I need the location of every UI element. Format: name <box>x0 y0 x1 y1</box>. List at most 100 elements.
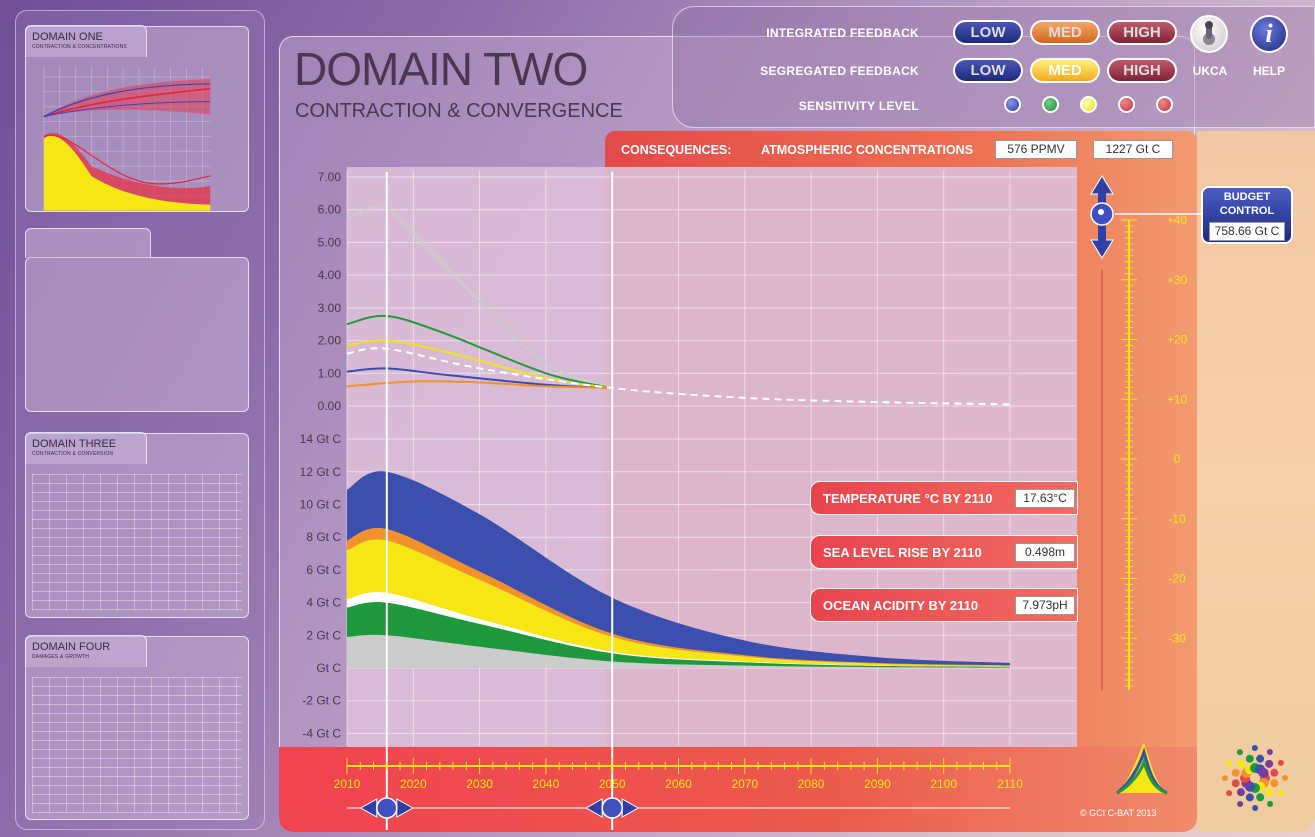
integrated-low-button[interactable]: LOW <box>953 20 1023 45</box>
integrated-high-button[interactable]: HIGH <box>1107 20 1177 45</box>
domain-one-title: DOMAIN ONE <box>32 31 103 43</box>
sensitivity-dot-2[interactable] <box>1042 96 1059 113</box>
stack-area-4 <box>347 539 1010 667</box>
sea-level-card: SEA LEVEL RISE BY 2110 0.498m <box>810 535 1078 569</box>
help-button[interactable]: i <box>1250 15 1288 53</box>
emblem-dot <box>1225 760 1232 767</box>
y-tick-label: Gt C <box>316 661 341 675</box>
emblem-dot <box>1256 793 1265 802</box>
y-tick-label: -2 Gt C <box>302 694 341 708</box>
emblem-dot <box>1237 801 1244 808</box>
x-tick-label: 2020 <box>400 777 427 791</box>
budget-slider-handle[interactable] <box>1090 175 1114 259</box>
ocean-acidity-value: 7.973pH <box>1015 596 1075 615</box>
domain-one-folder[interactable]: DOMAIN ONE CONTRACTION & CONCENTRATIONS <box>25 25 249 212</box>
y-tick-label: 7.00 <box>318 170 342 184</box>
y-tick-label: 1.00 <box>318 366 342 380</box>
arrow-right-icon <box>621 798 640 818</box>
stack-area-3 <box>347 592 1010 667</box>
x-tick-label: 2040 <box>533 777 560 791</box>
emblem-dot <box>1252 804 1259 811</box>
emblem-dot <box>1245 754 1254 763</box>
segregated-low-button[interactable]: LOW <box>953 58 1023 83</box>
temperature-card: TEMPERATURE °C BY 2110 17.63°C <box>810 481 1078 515</box>
budget-control[interactable]: BUDGET CONTROL 758.66 Gt C <box>1201 186 1293 244</box>
c-bat-logo <box>1116 743 1168 795</box>
domain-one-tab[interactable] <box>25 25 147 57</box>
emblem-dot <box>1222 775 1229 782</box>
domain-two-folder[interactable] <box>25 228 249 412</box>
sea-level-value: 0.498m <box>1015 543 1075 562</box>
domain-three-tab[interactable] <box>25 432 147 464</box>
emblem-dot <box>1281 774 1288 781</box>
y-tick-label: 8 Gt C <box>306 530 341 544</box>
help-label: HELP <box>1252 64 1285 78</box>
emblem-dot <box>1258 768 1269 778</box>
timeline-slider-handle[interactable] <box>359 797 414 819</box>
handle-knob <box>601 797 623 819</box>
emblem-dot <box>1256 754 1265 763</box>
domain-one-thumbnail <box>43 67 211 211</box>
emblem-dot <box>1266 748 1273 755</box>
ocean-acidity-label: OCEAN ACIDITY BY 2110 <box>823 598 979 613</box>
budget-slider[interactable]: +40+30+20+100-10-20-30-40 <box>1085 170 1205 690</box>
series-line-5 <box>346 380 613 390</box>
budget-scale-label: -30 <box>1168 631 1186 645</box>
emblem-dot <box>1231 779 1240 788</box>
integrated-med-button[interactable]: MED <box>1030 20 1100 45</box>
domain-four-tab[interactable] <box>25 635 147 667</box>
x-tick-label: 2080 <box>798 777 825 791</box>
ukca-toggle-button[interactable] <box>1190 15 1228 53</box>
ukca-label: UKCA <box>1192 64 1228 78</box>
sensitivity-level-label: SENSITIVITY LEVEL <box>798 99 919 113</box>
y-tick-label: 4.00 <box>318 268 342 282</box>
emblem-dot <box>1270 779 1279 788</box>
series-line-2 <box>346 314 613 389</box>
emblem-dot <box>1270 768 1279 777</box>
emblem-dot <box>1236 759 1245 768</box>
sensitivity-dot-3[interactable] <box>1080 96 1097 113</box>
x-tick-label: 2010 <box>334 777 361 791</box>
domain-four-thumbnail <box>32 677 242 813</box>
emblem-dot <box>1236 749 1243 756</box>
budget-scale-label: -20 <box>1168 572 1186 586</box>
emblem-dot <box>1231 768 1240 777</box>
ppmv-value: 576 PPMV <box>995 140 1077 159</box>
sensitivity-dot-4[interactable] <box>1118 96 1135 113</box>
arrow-right-icon <box>396 798 414 818</box>
emblem-dot <box>1277 759 1284 766</box>
y-tick-label: 6 Gt C <box>306 563 341 577</box>
y-tick-label: 10 Gt C <box>300 498 342 512</box>
x-tick-label: 2060 <box>665 777 692 791</box>
stack-area-1 <box>347 634 1010 668</box>
emblem-dot <box>1245 793 1254 802</box>
segregated-feedback-label: SEGREGATED FEEDBACK <box>760 64 919 78</box>
x-tick-label: 2110 <box>997 777 1023 791</box>
sensitivity-dot-5[interactable] <box>1156 96 1173 113</box>
series-line-3 <box>346 339 613 389</box>
integrated-feedback-label: INTEGRATED FEEDBACK <box>766 26 919 40</box>
timeline-panel <box>279 747 1197 832</box>
y-tick-label: 2.00 <box>318 334 342 348</box>
segregated-med-button[interactable]: MED <box>1030 58 1100 83</box>
sea-level-label: SEA LEVEL RISE BY 2110 <box>823 545 982 560</box>
x-tick-label: 2100 <box>930 777 957 791</box>
domain-four-folder[interactable]: DOMAIN FOUR DAMAGES & GROWTH <box>25 635 249 820</box>
y-tick-label: 5.00 <box>318 235 342 249</box>
y-tick-label: 2 Gt C <box>306 628 341 642</box>
budget-label-2: CONTROL <box>1219 205 1275 217</box>
segregated-high-button[interactable]: HIGH <box>1107 58 1177 83</box>
sensitivity-dot-1[interactable] <box>1004 96 1021 113</box>
arrow-left-icon <box>359 798 378 818</box>
arrow-left-icon <box>585 798 603 818</box>
series-line-6 <box>346 347 1011 406</box>
domain-three-folder[interactable]: DOMAIN THREE CONTRACTION & CONVERSION <box>25 432 249 618</box>
timeline-slider-handle[interactable] <box>585 797 640 819</box>
page-title: DOMAIN TWO <box>294 43 588 95</box>
domain-two-tab[interactable] <box>25 228 151 258</box>
emblem-dot <box>1265 759 1274 768</box>
x-tick-label: 2090 <box>864 777 891 791</box>
y-tick-label: 14 Gt C <box>300 432 342 446</box>
emblem-dot <box>1251 745 1258 752</box>
